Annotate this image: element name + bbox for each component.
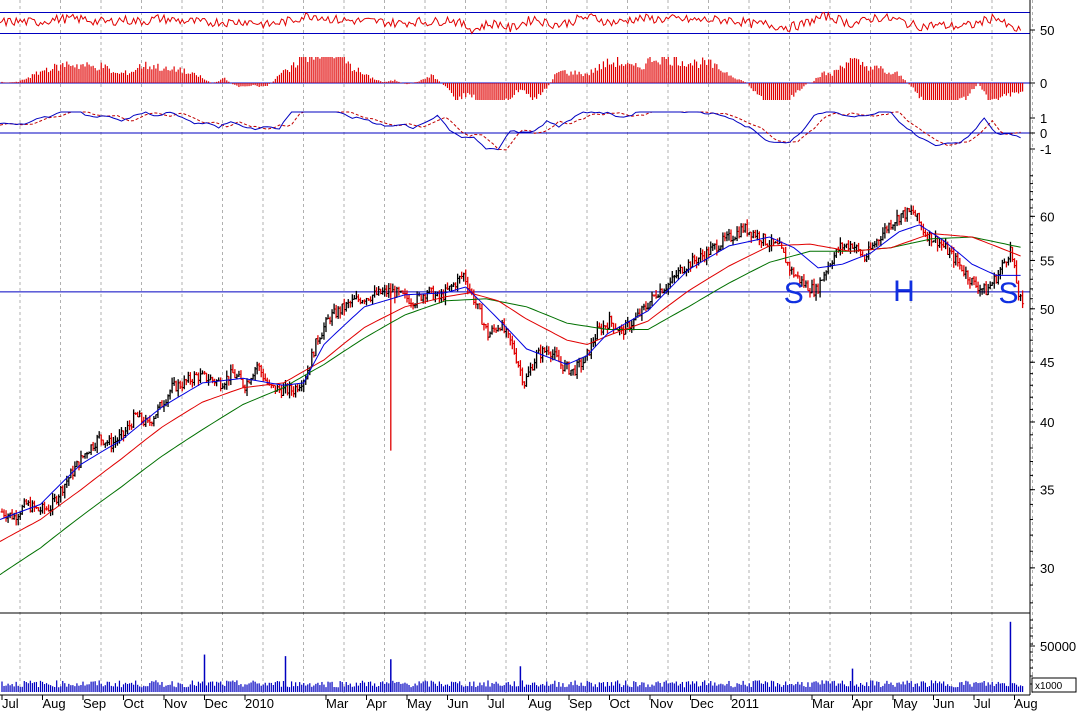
pattern-label: H [893, 275, 915, 308]
x-tick-label: Jun [448, 696, 469, 711]
x-tick-label: 2011 [731, 696, 759, 711]
price-tick-label: 45 [1040, 355, 1054, 370]
histogram-tick-label: 0 [1040, 76, 1047, 91]
histogram-panel [0, 57, 1030, 100]
macd-tick-label: -1 [1040, 142, 1052, 157]
x-axis: Jul Aug Sep Oct Nov Dec 2010 Mar Apr May Jun Jul Aug… [1, 695, 1038, 711]
x-tick-label: May [407, 696, 432, 711]
price-tick-label: 55 [1040, 253, 1054, 268]
x-tick-label: Mar [326, 696, 349, 711]
volume-unit-box [1031, 677, 1077, 693]
x-tick-label: Jul [2, 696, 19, 711]
x-tick-label: Apr [367, 696, 388, 711]
x-tick-label: Sep [569, 696, 592, 711]
ma-short-line [0, 224, 1021, 520]
pattern-label: S [784, 277, 804, 310]
x-tick-label: Dec [691, 696, 715, 711]
x-tick-label: Jun [934, 696, 955, 711]
panel-frames [0, 0, 1031, 696]
ma-mid-line [0, 232, 1021, 542]
macd-signal-line [0, 111, 1021, 151]
x-tick-label: Oct [124, 696, 145, 711]
price-tick-label: 35 [1040, 483, 1054, 498]
x-tick-label: Mar [812, 696, 835, 711]
ma-long-line [0, 236, 1021, 576]
macd-tick-label: 0 [1040, 126, 1047, 141]
x-tick-label: Aug [529, 696, 552, 711]
x-tick-label: Jul [488, 696, 505, 711]
price-tick-label: 60 [1040, 209, 1054, 224]
x-tick-label: Jul [974, 696, 991, 711]
volume-unit-label: x1000 [1035, 681, 1063, 692]
x-tick-label: Dec [205, 696, 229, 711]
volume-panel [1, 621, 1024, 692]
x-tick-label: 2010 [245, 696, 274, 711]
x-tick-label: Aug [1015, 696, 1038, 711]
oscillator-line [0, 10, 1022, 35]
x-tick-label: Nov [164, 696, 188, 711]
x-tick-label: May [893, 696, 918, 711]
volume-tick-label: 50000 [1040, 639, 1076, 654]
price-tick-label: 50 [1040, 302, 1054, 317]
price-tick-label: 40 [1040, 415, 1054, 430]
macd-tick-label: 1 [1040, 111, 1047, 126]
pattern-label: S [998, 277, 1018, 310]
macd-line [0, 111, 1021, 151]
macd-panel [0, 111, 1030, 151]
x-tick-label: Nov [650, 696, 674, 711]
x-tick-label: Oct [610, 696, 631, 711]
oscillator-tick-label: 50 [1040, 23, 1054, 38]
vertical-grid [19, 0, 1033, 695]
x-tick-label: Apr [853, 696, 874, 711]
x-tick-label: Aug [43, 696, 66, 711]
x-tick-label: Sep [83, 696, 106, 711]
oscillator-panel [0, 10, 1030, 35]
price-tick-label: 30 [1040, 561, 1054, 576]
